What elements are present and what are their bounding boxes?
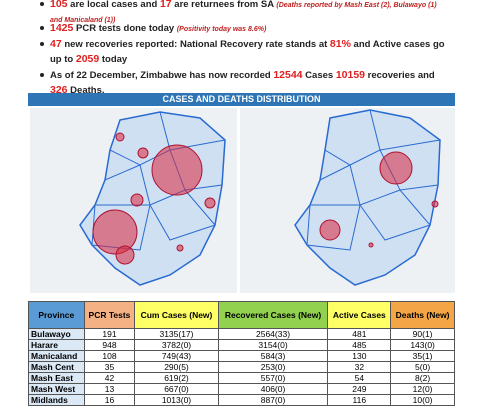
bullet-text: 2059 xyxy=(75,53,100,65)
cell: 948 xyxy=(83,339,136,351)
cell: 2564(33) xyxy=(217,328,329,340)
header-cell: Province xyxy=(28,301,85,329)
cell: 13 xyxy=(83,383,136,395)
cell: 35 xyxy=(83,361,136,373)
cell: 253(0) xyxy=(217,361,329,373)
header-cell: Active Cases xyxy=(327,301,392,329)
banner: CASES AND DEATHS DISTRIBUTION xyxy=(28,93,455,106)
cell: 54 xyxy=(327,372,392,384)
cell: Midlands xyxy=(28,394,85,406)
bullet: 105 are local cases and 17 are returnees… xyxy=(40,0,450,28)
bullet-text: 10159 xyxy=(335,69,366,81)
row: Midlands 16 1013(0) 887(0) 116 10(0) xyxy=(28,394,455,406)
cell: Mash East xyxy=(28,372,85,384)
cell: 42 xyxy=(83,372,136,384)
bullet-text: 47 xyxy=(50,38,62,50)
cell: 3135(17) xyxy=(134,328,219,340)
bullet-text: 105 xyxy=(50,0,68,10)
bullet-text: Deaths. xyxy=(67,85,105,96)
row: Harare 948 3782(0) 3154(0) 485 143(0) xyxy=(28,339,455,351)
bullet-text: Cases xyxy=(302,70,336,81)
cell: Mash Cent xyxy=(28,361,85,373)
bullet: 1425 PCR tests done today (Positivity to… xyxy=(40,21,450,37)
bullet-text: 17 xyxy=(159,0,172,10)
cell: Harare xyxy=(28,339,85,351)
cell: 1013(0) xyxy=(134,394,219,406)
bullet-text: As of 22 December, Zimbabwe has now reco… xyxy=(50,70,274,81)
cell: Manicaland xyxy=(28,350,85,362)
bullet-text: 81% xyxy=(329,38,351,50)
cell: 191 xyxy=(83,328,136,340)
cell: 143(0) xyxy=(390,339,455,351)
bullet-text: and Active cases go up to xyxy=(50,39,445,65)
bullet-text: PCR tests done today xyxy=(73,23,177,34)
bullet-text: are local cases and xyxy=(67,0,160,10)
cell: 116 xyxy=(327,394,392,406)
bullet-text: (Positivity today was 8.6%) xyxy=(176,26,267,33)
cell: 35(1) xyxy=(390,350,455,362)
cell: 667(0) xyxy=(134,383,219,395)
cell: 16 xyxy=(83,394,136,406)
header-cell: Cum Cases (New) xyxy=(134,301,219,329)
row: Bulawayo 191 3135(17) 2564(33) 481 90(1) xyxy=(28,328,455,340)
header-cell: PCR Tests xyxy=(83,301,136,329)
cell: 481 xyxy=(327,328,392,340)
cell: 12(0) xyxy=(390,383,455,395)
cell: 290(5) xyxy=(134,361,219,373)
cell: 3782(0) xyxy=(134,339,219,351)
cell: Bulawayo xyxy=(28,328,85,340)
cell: 130 xyxy=(327,350,392,362)
bullet-text: (Deaths reported by Mash East (2), Bulaw… xyxy=(50,2,437,24)
bullet-text: new recoveries reported: National Recove… xyxy=(61,39,330,50)
bullet-text: recoveries and xyxy=(365,70,435,81)
cell: 90(1) xyxy=(390,328,455,340)
cell: 32 xyxy=(327,361,392,373)
cell: 557(0) xyxy=(217,372,329,384)
cell: 8(2) xyxy=(390,372,455,384)
cell: 108 xyxy=(83,350,136,362)
cell: 749(43) xyxy=(134,350,219,362)
bullet-text: are returnees from SA xyxy=(171,0,277,10)
header-cell: Deaths (New) xyxy=(390,301,455,329)
row: Mash Cent 35 290(5) 253(0) 32 5(0) xyxy=(28,361,455,373)
bullet-text: today xyxy=(99,54,128,65)
cell: 584(3) xyxy=(217,350,329,362)
cell: 3154(0) xyxy=(217,339,329,351)
row: Manicaland 108 749(43) 584(3) 130 35(1) xyxy=(28,350,455,362)
cell: 406(0) xyxy=(217,383,329,395)
bullet-text: 1425 xyxy=(50,22,74,34)
cell: 619(2) xyxy=(134,372,219,384)
case-circles xyxy=(92,132,439,265)
cell: Mash West xyxy=(28,383,85,395)
cell: 10(0) xyxy=(390,394,455,406)
cell: 249 xyxy=(327,383,392,395)
table: Province PCR Tests Cum Cases (New) Recovere… xyxy=(28,301,455,406)
header-cell: Recovered Cases (New) xyxy=(217,301,329,329)
cell: 5(0) xyxy=(390,361,455,373)
row: Mash East 42 619(2) 557(0) 54 8(2) xyxy=(28,372,455,384)
cell: 485 xyxy=(327,339,392,351)
bullet: 47 new recoveries reported: National Rec… xyxy=(40,37,450,67)
row: Mash West 13 667(0) 406(0) 249 12(0) xyxy=(28,383,455,395)
cell: 887(0) xyxy=(217,394,329,406)
bullet-text: 12544 xyxy=(273,69,303,81)
